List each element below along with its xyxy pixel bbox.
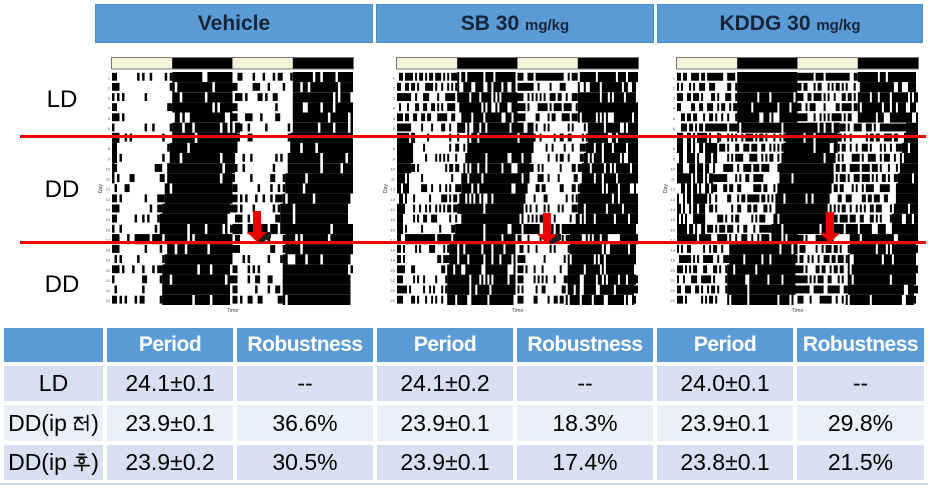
svg-text:10: 10: [391, 167, 396, 172]
svg-text:18: 18: [106, 248, 111, 253]
svg-text:12: 12: [106, 187, 111, 192]
svg-text:17: 17: [106, 237, 111, 242]
svg-text:11: 11: [671, 177, 676, 182]
svg-text:5: 5: [108, 116, 111, 121]
svg-text:8: 8: [673, 146, 676, 151]
svg-text:16: 16: [106, 227, 111, 232]
svg-text:11: 11: [106, 177, 111, 182]
svg-text:6: 6: [393, 126, 396, 131]
svg-text:23: 23: [106, 298, 111, 303]
svg-text:7: 7: [673, 136, 676, 141]
svg-text:3: 3: [393, 96, 396, 101]
svg-text:5: 5: [393, 116, 396, 121]
svg-text:9: 9: [673, 156, 676, 161]
svg-text:2: 2: [108, 85, 111, 90]
svg-text:16: 16: [671, 227, 676, 232]
svg-text:5: 5: [673, 116, 676, 121]
svg-text:Time: Time: [511, 308, 523, 314]
svg-text:14: 14: [671, 207, 676, 212]
svg-text:19: 19: [671, 258, 676, 263]
svg-text:8: 8: [108, 146, 111, 151]
svg-text:12: 12: [671, 187, 676, 192]
svg-text:16: 16: [391, 227, 396, 232]
svg-text:2: 2: [673, 85, 676, 90]
svg-text:1: 1: [108, 75, 111, 80]
svg-text:10: 10: [671, 167, 676, 172]
svg-text:19: 19: [391, 258, 396, 263]
svg-text:10: 10: [106, 167, 111, 172]
svg-text:13: 13: [106, 197, 111, 202]
svg-text:7: 7: [393, 136, 396, 141]
svg-text:4: 4: [673, 106, 676, 111]
svg-text:9: 9: [393, 156, 396, 161]
svg-text:4: 4: [108, 106, 111, 111]
svg-text:Time: Time: [226, 308, 238, 314]
svg-text:20: 20: [106, 268, 111, 273]
svg-text:19: 19: [106, 258, 111, 263]
svg-text:20: 20: [391, 268, 396, 273]
svg-text:18: 18: [391, 248, 396, 253]
svg-text:18: 18: [671, 248, 676, 253]
svg-text:21: 21: [671, 278, 676, 283]
svg-text:14: 14: [106, 207, 111, 212]
svg-text:3: 3: [108, 96, 111, 101]
svg-text:11: 11: [391, 177, 396, 182]
svg-text:15: 15: [106, 217, 111, 222]
svg-text:14: 14: [391, 207, 396, 212]
svg-text:22: 22: [391, 288, 396, 293]
svg-text:13: 13: [391, 197, 396, 202]
svg-text:Day: Day: [663, 184, 669, 193]
svg-text:1: 1: [393, 75, 396, 80]
svg-text:2: 2: [393, 85, 396, 90]
svg-text:3: 3: [673, 96, 676, 101]
svg-text:Day: Day: [383, 184, 389, 193]
svg-text:1: 1: [673, 75, 676, 80]
svg-text:21: 21: [391, 278, 396, 283]
svg-text:15: 15: [671, 217, 676, 222]
svg-text:15: 15: [391, 217, 396, 222]
svg-text:9: 9: [108, 156, 111, 161]
svg-text:Time: Time: [791, 308, 803, 314]
svg-text:20: 20: [671, 268, 676, 273]
svg-text:21: 21: [106, 278, 111, 283]
svg-text:4: 4: [393, 106, 396, 111]
svg-text:22: 22: [671, 288, 676, 293]
svg-text:6: 6: [673, 126, 676, 131]
svg-text:7: 7: [108, 136, 111, 141]
svg-text:17: 17: [671, 237, 676, 242]
svg-text:8: 8: [393, 146, 396, 151]
svg-text:6: 6: [108, 126, 111, 131]
svg-text:12: 12: [391, 187, 396, 192]
svg-text:23: 23: [671, 298, 676, 303]
svg-text:Day: Day: [98, 184, 104, 193]
svg-text:17: 17: [391, 237, 396, 242]
svg-text:23: 23: [391, 298, 396, 303]
svg-text:22: 22: [106, 288, 111, 293]
svg-text:13: 13: [671, 197, 676, 202]
